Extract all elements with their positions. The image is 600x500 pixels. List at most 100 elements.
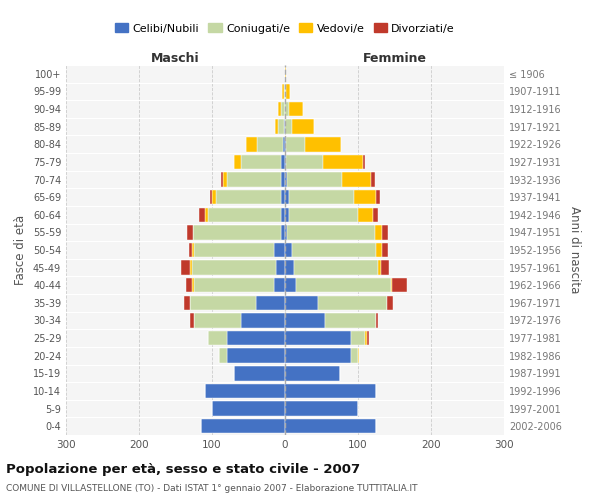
Bar [199, 208, 205, 222]
Bar [285, 120, 292, 134]
Bar [350, 348, 358, 363]
Bar [194, 278, 274, 292]
Bar [285, 331, 350, 345]
Bar [193, 225, 281, 240]
Bar [284, 84, 285, 98]
Bar [292, 243, 376, 257]
Bar [283, 137, 285, 152]
Bar [205, 384, 285, 398]
Text: Maschi: Maschi [151, 52, 200, 65]
Bar [373, 208, 379, 222]
Bar [285, 314, 325, 328]
Bar [350, 331, 365, 345]
Bar [284, 120, 285, 134]
Bar [387, 296, 393, 310]
Bar [285, 260, 294, 275]
Bar [285, 190, 289, 204]
Bar [281, 102, 285, 117]
Bar [184, 296, 190, 310]
Bar [275, 120, 278, 134]
Bar [247, 137, 257, 152]
Bar [190, 314, 194, 328]
Bar [212, 190, 215, 204]
Bar [281, 225, 285, 240]
Bar [286, 84, 290, 98]
Bar [285, 296, 318, 310]
Bar [201, 419, 285, 434]
Bar [285, 208, 289, 222]
Bar [289, 190, 355, 204]
Bar [190, 260, 192, 275]
Bar [367, 331, 369, 345]
Bar [342, 172, 371, 186]
Bar [289, 102, 303, 117]
Bar [192, 278, 194, 292]
Bar [286, 154, 323, 169]
Bar [378, 260, 382, 275]
Bar [382, 225, 388, 240]
Bar [287, 225, 375, 240]
Bar [296, 278, 391, 292]
Bar [220, 348, 227, 363]
Bar [355, 190, 376, 204]
Bar [392, 278, 407, 292]
Bar [241, 314, 285, 328]
Bar [274, 243, 285, 257]
Bar [358, 208, 373, 222]
Text: Femmine: Femmine [362, 52, 427, 65]
Bar [227, 172, 281, 186]
Bar [376, 190, 380, 204]
Bar [375, 225, 382, 240]
Bar [256, 296, 285, 310]
Bar [285, 366, 340, 380]
Bar [208, 331, 227, 345]
Bar [278, 120, 284, 134]
Bar [285, 402, 358, 416]
Bar [292, 120, 314, 134]
Bar [294, 260, 378, 275]
Bar [285, 278, 296, 292]
Y-axis label: Fasce di età: Fasce di età [14, 215, 27, 285]
Bar [285, 84, 286, 98]
Bar [318, 296, 387, 310]
Bar [278, 102, 281, 117]
Bar [285, 243, 292, 257]
Bar [274, 278, 285, 292]
Bar [181, 260, 190, 275]
Bar [289, 208, 358, 222]
Bar [210, 190, 212, 204]
Bar [285, 172, 287, 186]
Bar [285, 154, 286, 169]
Bar [323, 154, 363, 169]
Bar [281, 172, 285, 186]
Text: COMUNE DI VILLASTELLONE (TO) - Dati ISTAT 1° gennaio 2007 - Elaborazione TUTTITA: COMUNE DI VILLASTELLONE (TO) - Dati ISTA… [6, 484, 418, 493]
Bar [241, 154, 281, 169]
Bar [282, 84, 284, 98]
Bar [234, 366, 285, 380]
Bar [221, 172, 223, 186]
Bar [187, 278, 192, 292]
Bar [276, 260, 285, 275]
Bar [227, 331, 285, 345]
Bar [358, 348, 359, 363]
Bar [215, 190, 281, 204]
Bar [227, 348, 285, 363]
Bar [382, 260, 389, 275]
Bar [286, 137, 305, 152]
Bar [192, 260, 276, 275]
Bar [365, 331, 367, 345]
Bar [223, 172, 227, 186]
Bar [382, 243, 388, 257]
Bar [188, 243, 192, 257]
Bar [325, 314, 376, 328]
Bar [285, 225, 287, 240]
Bar [363, 154, 365, 169]
Bar [192, 243, 194, 257]
Bar [281, 208, 285, 222]
Bar [285, 384, 376, 398]
Bar [391, 278, 392, 292]
Text: Popolazione per età, sesso e stato civile - 2007: Popolazione per età, sesso e stato civil… [6, 462, 360, 475]
Legend: Celibi/Nubili, Coniugati/e, Vedovi/e, Divorziati/e: Celibi/Nubili, Coniugati/e, Vedovi/e, Di… [110, 19, 460, 38]
Y-axis label: Anni di nascita: Anni di nascita [568, 206, 581, 294]
Bar [190, 296, 256, 310]
